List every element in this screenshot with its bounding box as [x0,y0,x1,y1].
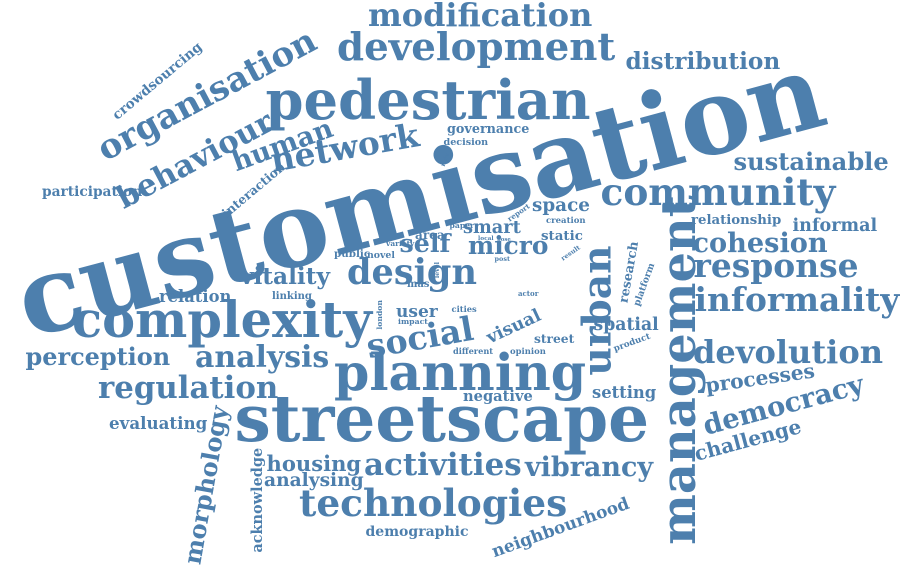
word-opinion: opinion [510,346,546,356]
word-spatial: spatial [593,314,659,335]
word-relationship: relationship [691,212,782,228]
word-demographic: demographic [365,524,469,540]
word-pose: pose [497,236,511,243]
word-smart: smart [463,217,521,238]
word-activities: activities [364,446,522,483]
word-vibrancy: vibrancy [525,451,654,483]
word-negative: negative [463,387,533,405]
word-distribution: distribution [625,47,781,75]
word-creation: creation [546,215,586,226]
word-variety: variety [386,238,415,248]
word-development: development [337,24,616,70]
word-pedestrian: pedestrian [265,68,591,132]
word-governance: governance [447,121,530,137]
word-static: static [541,227,583,244]
word-management: management [650,195,707,545]
word-actor: actor [518,288,539,298]
word-housing: housing [266,450,362,476]
word-different: different [453,346,494,356]
word-analysing: analysing [264,468,364,491]
word-sustainable: sustainable [733,147,889,176]
word-response: response [693,245,859,285]
word-acknowledge: acknowledge [248,447,266,553]
word-decision: decision [443,137,489,148]
word-setting: setting [592,383,657,402]
word-public: public [334,248,371,260]
word-novel: novel [367,249,395,261]
word-level: level [433,262,441,279]
word-evaluating: evaluating [109,412,208,433]
word-complexity: complexity [72,290,372,349]
word-user: user [396,301,438,322]
word-planning: planning [334,342,587,402]
word-informal: informal [792,215,878,236]
word-technologies: technologies [299,481,568,525]
word-devolution: devolution [693,333,884,371]
word-informality: informality [694,279,900,319]
word-analysis: analysis [195,340,330,375]
word-cohesion: cohesion [692,226,828,259]
word-linking: linking [272,291,312,302]
word-self: self [399,227,451,258]
word-local: local [478,236,494,242]
word-space: space [532,195,590,216]
word-community: community [600,169,836,214]
word-participation: participation [42,184,143,200]
word-vitality: vitality [240,262,330,290]
word-modification: modification [368,0,593,34]
word-mas: mas [407,279,430,290]
word-area: area [415,228,445,242]
word-street: street [534,331,575,346]
word-regulation: regulation [98,369,279,406]
word-design: design [347,251,477,293]
word-streetscape: streetscape [234,382,650,457]
word-micro: micro [468,230,549,260]
word-cities: cities [451,304,477,314]
word-perception: perception [25,343,171,371]
word-post: post [494,255,510,263]
word-relation: relation [159,287,232,306]
word-paper: paper [449,221,475,230]
word-impact: impact [398,317,428,326]
